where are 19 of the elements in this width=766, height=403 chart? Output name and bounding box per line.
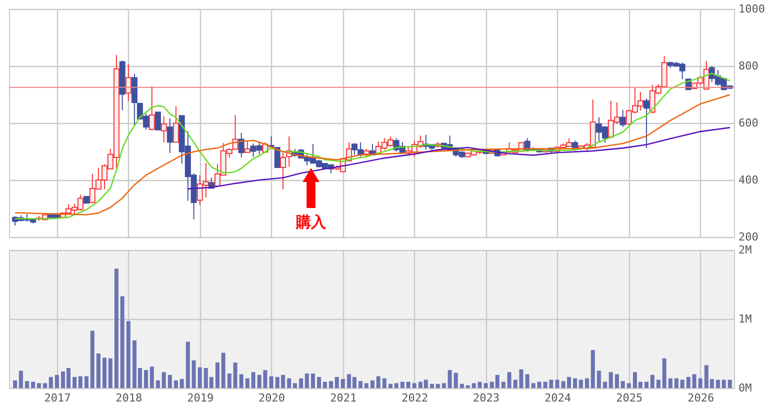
x-tick-label: 2017	[44, 392, 71, 403]
y-tick-label: 2M	[738, 244, 752, 256]
y-tick-label: 200	[738, 230, 758, 244]
x-tick-label: 2022	[402, 392, 428, 403]
x-tick-label: 2026	[688, 392, 714, 403]
x-tick-label: 2020	[258, 392, 286, 403]
x-tick-label: 2023	[473, 392, 500, 403]
y-tick-label: 600	[738, 116, 758, 130]
y-tick-label: 1000	[738, 2, 765, 16]
x-tick-label: 2024	[544, 392, 572, 403]
y-tick-label: 0M	[738, 382, 752, 394]
y-tick-label: 800	[738, 60, 758, 72]
x-tick-label: 2021	[330, 392, 357, 403]
annotation: 購入	[295, 213, 327, 231]
y-tick-label: 400	[738, 174, 758, 186]
x-tick-label: 2018	[116, 392, 142, 403]
y-tick-label: 1M	[738, 312, 752, 326]
x-tick-label: 2025	[616, 392, 643, 403]
x-tick-label: 2019	[187, 392, 214, 403]
